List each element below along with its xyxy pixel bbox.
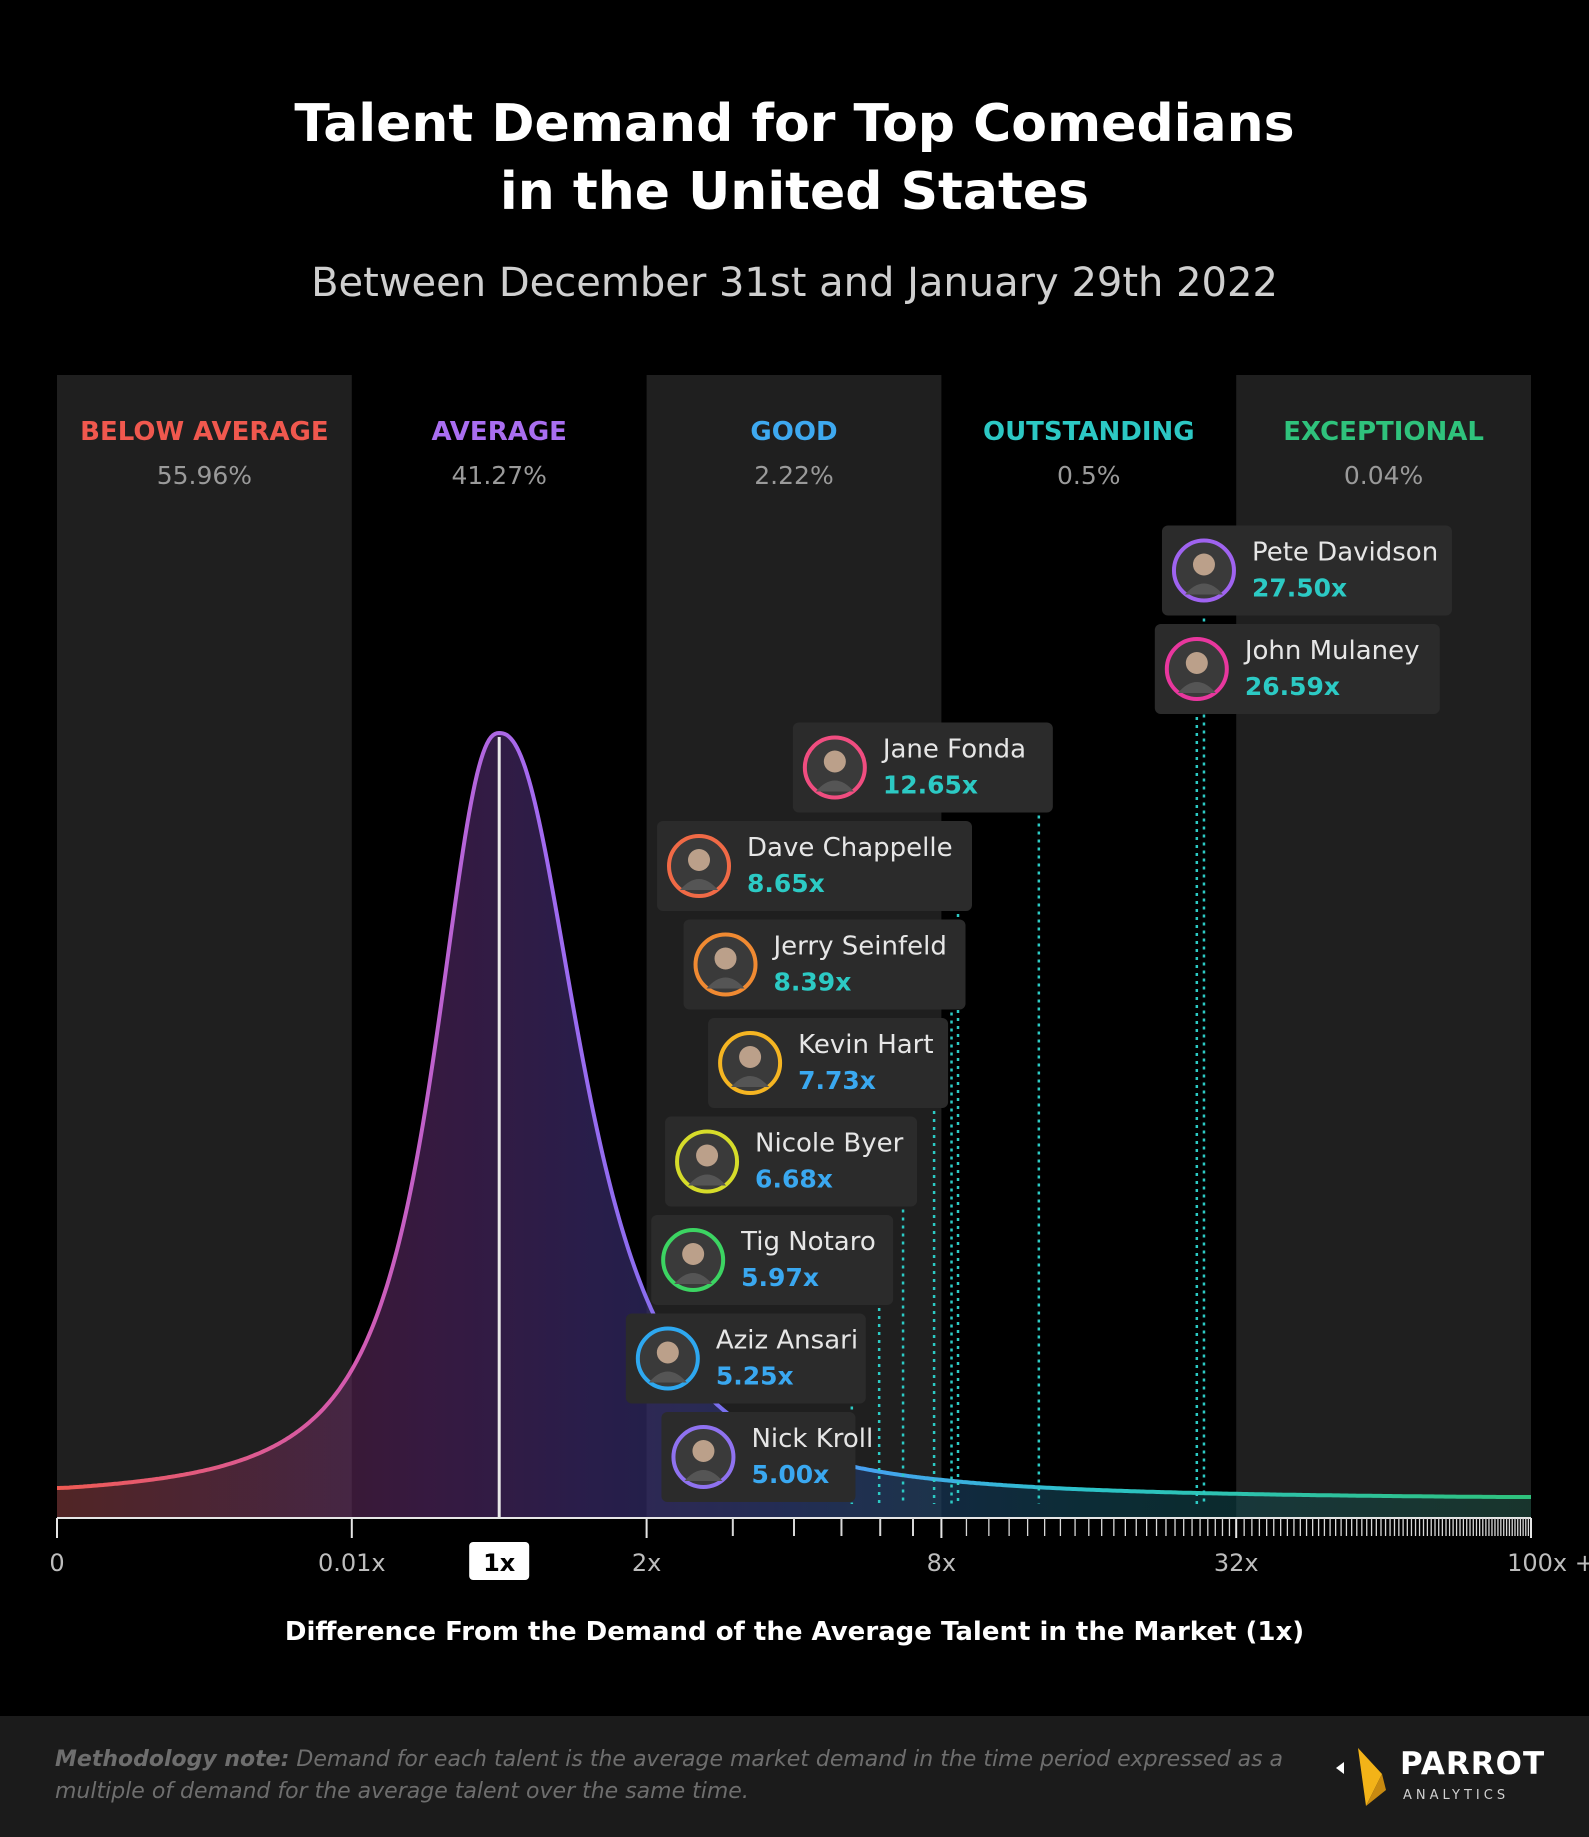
avatar-head-icon: [1192, 553, 1215, 576]
talent-card[interactable]: Jane Fonda 12.65x: [792, 722, 1053, 813]
talent-name: John Mulaney: [1243, 636, 1420, 666]
average-tick-highlight: [469, 1542, 530, 1580]
talent-value: 26.59x: [1245, 672, 1340, 701]
distribution-area: [57, 733, 1531, 1518]
talent-name: Kevin Hart: [798, 1030, 933, 1060]
talent-value: 8.39x: [774, 968, 852, 997]
band-share: 2.22%: [754, 461, 833, 490]
band-share: 55.96%: [157, 461, 252, 490]
talent-card[interactable]: Nicole Byer 6.68x: [665, 1116, 918, 1207]
x-tick-label: 2x: [632, 1549, 661, 1577]
title-line-1: Talent Demand for Top Comedians: [294, 94, 1295, 154]
parrot-logo-icon: [1336, 1748, 1386, 1806]
band-label: EXCEPTIONAL: [1283, 417, 1484, 447]
x-tick-label: 1x: [483, 1549, 516, 1577]
methodology-label: Methodology note:: [55, 1747, 290, 1772]
band-share: 0.04%: [1344, 461, 1423, 490]
x-tick-label: 0.01x: [318, 1549, 386, 1577]
avatar-head-icon: [682, 1243, 705, 1265]
avatar-head-icon: [696, 1144, 719, 1167]
chart-title: Talent Demand for Top Comedians in the U…: [0, 90, 1589, 226]
talent-card-bg: [792, 722, 1053, 813]
band-label: BELOW AVERAGE: [80, 417, 329, 447]
avatar-head-icon: [739, 1046, 762, 1068]
avatar-body-icon: [674, 1273, 713, 1284]
talent-value: 7.73x: [798, 1066, 876, 1095]
talent-value: 5.00x: [751, 1460, 829, 1489]
avatar-body-icon: [1184, 583, 1223, 595]
x-axis-title: Difference From the Demand of the Averag…: [284, 1617, 1305, 1647]
talent-card[interactable]: Kevin Hart 7.73x: [708, 1018, 949, 1108]
avatar-head-icon: [656, 1341, 679, 1364]
avatar-body-icon: [1177, 682, 1216, 693]
avatar-body-icon: [731, 1076, 770, 1087]
logo-subtext: ANALYTICS: [1403, 1788, 1510, 1803]
talent-name: Nick Kroll: [751, 1424, 873, 1454]
logo-wordmark: PARROT: [1400, 1746, 1546, 1782]
x-tick-label: 8x: [927, 1549, 956, 1577]
talent-name: Dave Chappelle: [747, 833, 953, 863]
methodology-note: Methodology note: Demand for each talent…: [55, 1744, 1325, 1808]
talent-name: Aziz Ansari: [716, 1326, 858, 1356]
band-label: OUTSTANDING: [983, 417, 1195, 447]
avatar-body-icon: [815, 780, 854, 792]
talent-card[interactable]: Tig Notaro 5.97x: [651, 1215, 894, 1305]
avatar-head-icon: [688, 849, 711, 871]
avatar-head-icon: [823, 750, 846, 773]
avatar-body-icon: [680, 879, 719, 890]
avatar-head-icon: [692, 1440, 715, 1462]
methodology-text: Demand for each talent is the average ma…: [55, 1747, 1284, 1804]
talent-card[interactable]: Aziz Ansari 5.25x: [625, 1313, 866, 1404]
talent-value: 5.97x: [741, 1263, 819, 1292]
band-share: 41.27%: [452, 461, 547, 490]
x-tick-label: 32x: [1214, 1549, 1259, 1577]
talent-value: 6.68x: [755, 1165, 833, 1194]
avatar-body-icon: [684, 1470, 723, 1481]
x-tick-label: 100x +: [1507, 1549, 1589, 1577]
band-bg-0: [57, 375, 352, 1518]
talent-name: Pete Davidson: [1252, 538, 1438, 568]
talent-name: Jerry Seinfeld: [772, 932, 947, 962]
talent-name: Jane Fonda: [881, 735, 1026, 765]
talent-card[interactable]: John Mulaney 26.59x: [1154, 624, 1440, 714]
talent-value: 5.25x: [716, 1362, 794, 1391]
avatar-head-icon: [714, 947, 737, 970]
talent-card[interactable]: Dave Chappelle 8.65x: [657, 821, 973, 911]
avatar-body-icon: [706, 977, 745, 989]
footer: [0, 1716, 1589, 1837]
talent-value: 27.50x: [1252, 574, 1347, 603]
talent-card-bg: [657, 821, 973, 911]
talent-value: 12.65x: [883, 771, 978, 800]
band-label: GOOD: [750, 417, 837, 447]
talent-card-bg: [1161, 525, 1452, 616]
talent-card-bg: [1154, 624, 1440, 714]
avatar-body-icon: [648, 1371, 687, 1383]
talent-value: 8.65x: [747, 869, 825, 898]
band-label: AVERAGE: [431, 417, 566, 447]
avatar-body-icon: [688, 1174, 727, 1186]
avatar-head-icon: [1185, 652, 1208, 674]
talent-card[interactable]: Nick Kroll 5.00x: [661, 1412, 873, 1502]
talent-name: Nicole Byer: [755, 1129, 904, 1159]
x-tick-label: 0: [49, 1549, 64, 1577]
talent-card[interactable]: Jerry Seinfeld 8.39x: [683, 919, 966, 1010]
band-share: 0.5%: [1057, 461, 1121, 490]
parrot-analytics-logo: PARROT ANALYTICS: [1336, 1744, 1544, 1810]
talent-name: Tig Notaro: [740, 1227, 876, 1257]
chart-subtitle: Between December 31st and January 29th 2…: [311, 260, 1278, 306]
talent-card[interactable]: Pete Davidson 27.50x: [1161, 525, 1452, 616]
talent-card-bg: [683, 919, 966, 1010]
demand-chart: BELOW AVERAGE 55.96% AVERAGE 41.27% GOOD 2.22…: [49, 375, 1589, 1580]
title-line-2: in the United States: [499, 162, 1090, 222]
